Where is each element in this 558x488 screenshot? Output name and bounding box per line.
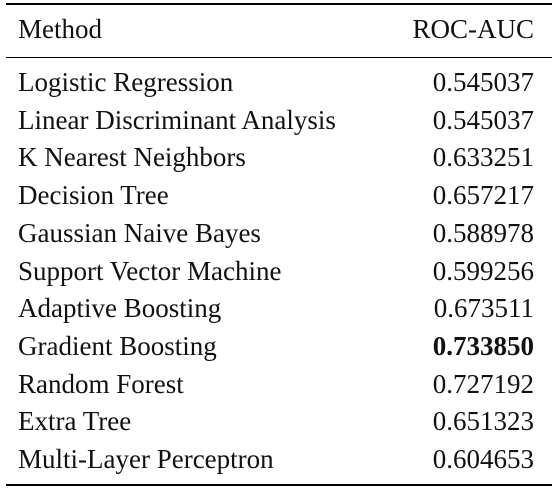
- method-cell: Gradient Boosting: [18, 331, 217, 361]
- method-cell: Multi-Layer Perceptron: [18, 444, 274, 474]
- roc-auc-cell: 0.651323: [432, 406, 534, 436]
- roc-auc-cell: 0.733850: [432, 331, 534, 361]
- roc-auc-cell: 0.545037: [432, 67, 534, 97]
- table-bottom-rule: [6, 484, 552, 486]
- method-cell: K Nearest Neighbors: [18, 142, 246, 172]
- roc-auc-cell: 0.673511: [433, 293, 534, 323]
- roc-auc-cell: 0.604653: [432, 444, 534, 474]
- column-header-method: Method: [18, 14, 102, 44]
- method-cell: Support Vector Machine: [18, 256, 282, 286]
- table-top-rule: [6, 3, 552, 5]
- roc-auc-cell: 0.657217: [432, 180, 534, 210]
- roc-auc-cell: 0.588978: [432, 218, 534, 248]
- column-header-roc-auc: ROC-AUC: [412, 14, 534, 44]
- roc-auc-cell: 0.599256: [432, 256, 534, 286]
- roc-auc-cell: 0.633251: [432, 142, 534, 172]
- method-cell: Linear Discriminant Analysis: [18, 105, 336, 135]
- roc-auc-cell: 0.545037: [432, 105, 534, 135]
- method-cell: Random Forest: [18, 369, 184, 399]
- method-cell: Adaptive Boosting: [18, 293, 222, 323]
- roc-auc-cell: 0.727192: [432, 369, 534, 399]
- method-cell: Logistic Regression: [18, 67, 234, 97]
- method-cell: Decision Tree: [18, 180, 169, 210]
- table-header-rule: [6, 57, 552, 58]
- method-cell: Extra Tree: [18, 406, 132, 436]
- method-cell: Gaussian Naive Bayes: [18, 218, 261, 248]
